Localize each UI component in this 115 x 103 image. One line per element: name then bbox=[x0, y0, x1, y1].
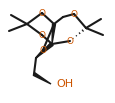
Polygon shape bbox=[52, 24, 55, 44]
Text: O: O bbox=[66, 36, 73, 46]
Text: O: O bbox=[39, 46, 46, 54]
Text: O: O bbox=[38, 30, 45, 39]
Polygon shape bbox=[36, 43, 53, 58]
Text: OH: OH bbox=[56, 79, 72, 89]
Polygon shape bbox=[33, 73, 51, 84]
Text: O: O bbox=[70, 9, 77, 19]
Text: O: O bbox=[38, 9, 45, 18]
